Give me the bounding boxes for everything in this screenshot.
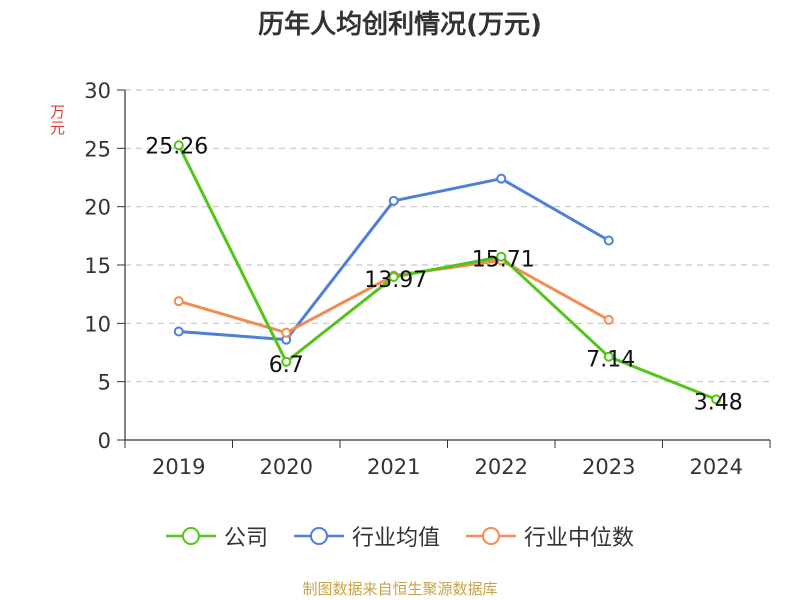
legend-item-industry-median[interactable]: 行业中位数 <box>466 520 634 552</box>
series-line-company <box>177 144 717 401</box>
legend-line-icon-industry-median <box>466 527 516 545</box>
legend-label-industry-average: 行业均值 <box>351 526 440 551</box>
point-industry-average-2019 <box>173 326 184 337</box>
point-industry-median-2023 <box>603 314 614 325</box>
x-tick-label-2021: 2021 <box>367 455 420 479</box>
legend: 公司 行业均值 行业中位数 <box>0 520 800 552</box>
point-company-2019 <box>173 140 184 151</box>
legend-item-company[interactable]: 公司 <box>165 520 268 552</box>
data-label-company-2023: 7.14 <box>586 348 635 373</box>
x-tick-label-2022: 2022 <box>475 455 528 479</box>
y-tick-label-30: 30 <box>84 79 111 103</box>
legend-line-icon-company <box>165 527 216 545</box>
legend-label-industry-median: 行业中位数 <box>524 526 635 551</box>
source-footer: 制图数据来自恒生聚源数据库 <box>302 580 498 598</box>
y-tick-label-5: 5 <box>98 371 111 395</box>
point-company-2024 <box>711 394 722 405</box>
point-industry-average-2022 <box>496 173 507 184</box>
point-company-2022 <box>496 251 507 262</box>
legend-item-industry-average[interactable]: 行业均值 <box>293 520 440 552</box>
legend-line-icon-industry-average <box>293 527 344 545</box>
x-tick-label-2020: 2020 <box>260 455 313 479</box>
point-industry-average-2023 <box>603 235 614 246</box>
y-tick-label-10: 10 <box>84 312 111 336</box>
y-tick-label-20: 20 <box>84 196 111 220</box>
data-label-company-2024: 3.48 <box>694 390 743 415</box>
data-label-company-2019: 25.26 <box>145 134 208 159</box>
x-tick-label-2019: 2019 <box>152 455 205 479</box>
y-tick-label-0: 0 <box>98 429 111 453</box>
data-label-company-2021: 13.97 <box>364 268 427 293</box>
point-industry-median-2020 <box>281 327 292 338</box>
data-label-company-2020: 6.7 <box>269 353 304 378</box>
point-industry-average-2021 <box>388 195 399 206</box>
x-tick-label-2024: 2024 <box>690 455 743 479</box>
data-label-company-2022: 15.71 <box>472 248 535 273</box>
point-company-2023 <box>603 351 614 362</box>
y-tick-label-15: 15 <box>84 254 111 278</box>
point-company-2020 <box>281 356 292 367</box>
y-tick-label-25: 25 <box>84 137 111 161</box>
x-tick-label-2023: 2023 <box>582 455 635 479</box>
y-axis-label: 万元 <box>50 103 66 137</box>
legend-label-company: 公司 <box>223 526 268 551</box>
point-industry-median-2019 <box>173 296 184 307</box>
chart-title: 历年人均创利情况(万元) <box>258 10 542 40</box>
point-company-2021 <box>388 272 399 283</box>
